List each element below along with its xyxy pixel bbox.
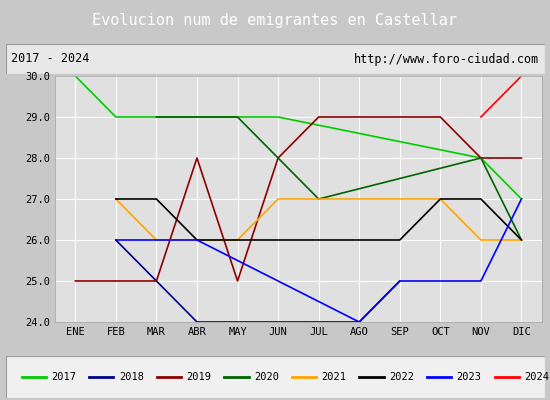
Text: 2021: 2021 [322,372,346,382]
Text: 2024: 2024 [524,372,549,382]
Text: 2018: 2018 [119,372,144,382]
Text: 2020: 2020 [254,372,279,382]
Text: http://www.foro-ciudad.com: http://www.foro-ciudad.com [354,52,539,66]
Text: 2019: 2019 [186,372,211,382]
Text: 2023: 2023 [456,372,482,382]
FancyBboxPatch shape [6,356,544,398]
FancyBboxPatch shape [6,44,544,74]
Text: 2022: 2022 [389,372,414,382]
Text: 2017 - 2024: 2017 - 2024 [11,52,89,66]
Text: Evolucion num de emigrantes en Castellar: Evolucion num de emigrantes en Castellar [92,14,458,28]
Text: 2017: 2017 [51,372,76,382]
